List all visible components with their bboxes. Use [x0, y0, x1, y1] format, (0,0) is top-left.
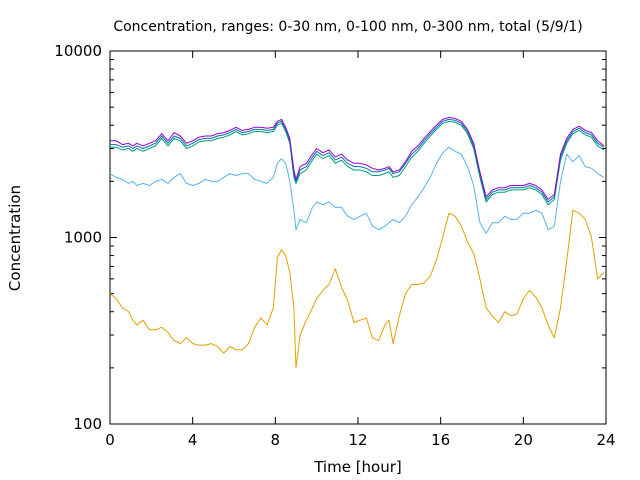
plot-frame	[109, 50, 607, 425]
y-tick-label: 1000	[64, 229, 102, 247]
x-tick-label: 16	[431, 431, 450, 449]
x-tick-label: 8	[271, 431, 281, 449]
y-axis: 100 1000 10000	[54, 42, 606, 433]
chart-title: Concentration, ranges: 0-30 nm, 0-100 nm…	[113, 19, 582, 35]
x-axis-label: Time [hour]	[313, 458, 402, 476]
y-axis-label: Concentration	[6, 185, 24, 291]
series-line-1	[109, 209, 605, 369]
series-layer	[109, 117, 605, 369]
y-tick-label: 10000	[54, 42, 102, 60]
y-tick-label: 100	[73, 415, 102, 433]
series-line-5	[110, 117, 605, 200]
x-tick-label: 24	[596, 431, 615, 449]
series-line-3	[110, 120, 605, 206]
x-tick-label: 12	[348, 431, 367, 449]
series-line-2	[109, 146, 605, 234]
x-axis: 0 4 8 12 16 20 24	[105, 51, 616, 449]
x-tick-label: 4	[188, 431, 198, 449]
x-tick-label: 0	[105, 431, 115, 449]
x-tick-label: 20	[514, 431, 533, 449]
series-line-4	[110, 118, 605, 203]
